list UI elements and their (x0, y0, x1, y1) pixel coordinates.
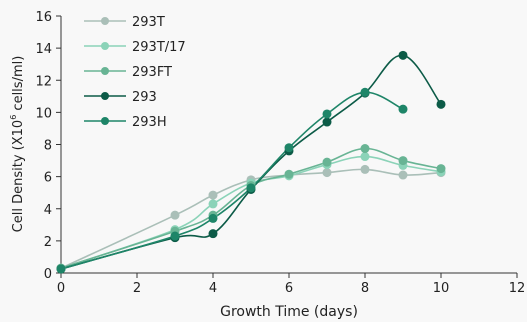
y-tick-label: 2 (44, 235, 52, 250)
y-tick-label: 12 (35, 74, 52, 89)
data-point (360, 144, 370, 154)
legend-item: 293 (84, 90, 157, 105)
data-point (208, 190, 218, 200)
axes: 0 2 4 6 8 10 12 0 2 4 6 8 10 12 14 16 (35, 10, 525, 296)
x-tick-label: 4 (209, 281, 217, 296)
legend: 293T 293T/17 293FT 293 293H (84, 15, 186, 130)
data-point (436, 164, 446, 174)
data-point (398, 156, 408, 166)
data-point (360, 164, 370, 174)
x-tick-label: 12 (509, 281, 526, 296)
data-point (56, 264, 66, 274)
legend-marker (101, 92, 109, 100)
data-point (322, 157, 332, 167)
legend-marker (101, 67, 109, 75)
data-point (284, 143, 294, 153)
series-lines (60, 54, 442, 270)
legend-item: 293H (84, 115, 167, 130)
series-line-293h (60, 91, 404, 270)
series-points (56, 50, 446, 274)
data-point (208, 213, 218, 223)
series-line-293 (60, 54, 442, 270)
data-point (398, 170, 408, 180)
legend-label: 293 (132, 90, 157, 105)
series-line-293t17 (60, 155, 442, 269)
x-tick-label: 6 (285, 281, 293, 296)
x-tick-label: 2 (133, 281, 141, 296)
legend-label: 293FT (132, 65, 172, 80)
data-point (208, 199, 218, 209)
legend-label: 293H (132, 115, 167, 130)
data-point (170, 231, 180, 241)
y-tick-label: 16 (35, 10, 52, 25)
y-tick-label: 10 (35, 106, 52, 121)
data-point (360, 152, 370, 162)
x-tick-label: 8 (361, 281, 369, 296)
data-point (208, 229, 218, 239)
legend-label: 293T/17 (132, 40, 186, 55)
y-tick-label: 4 (44, 203, 52, 218)
y-axis-title-unit: cells/ml) (11, 56, 26, 115)
x-tick-label: 0 (57, 281, 65, 296)
y-tick-label: 8 (44, 139, 52, 154)
data-point (398, 50, 408, 60)
legend-item: 293T (84, 15, 165, 30)
x-axis-title: Growth Time (days) (220, 304, 358, 320)
y-tick-label: 6 (44, 171, 52, 186)
data-point (398, 104, 408, 114)
data-point (246, 183, 256, 193)
data-point (284, 169, 294, 179)
y-axis-title: Cell Density (X106 cells/ml) (9, 56, 26, 233)
legend-label: 293T (132, 15, 165, 30)
data-point (170, 210, 180, 220)
data-point (360, 87, 370, 97)
y-axis-title-exponent: 6 (9, 115, 18, 120)
data-point (322, 117, 332, 127)
legend-marker (101, 42, 109, 50)
y-tick-label: 0 (44, 267, 52, 282)
data-point (436, 99, 446, 109)
data-point (322, 168, 332, 178)
data-point (322, 109, 332, 119)
legend-marker (101, 17, 109, 25)
series-line-293ft (60, 147, 442, 269)
x-tick-label: 10 (433, 281, 450, 296)
legend-item: 293FT (84, 65, 172, 80)
legend-item: 293T/17 (84, 40, 186, 55)
y-axis-title-main: Cell Density (X10 (11, 120, 26, 233)
legend-marker (101, 117, 109, 125)
y-tick-label: 14 (35, 42, 52, 57)
